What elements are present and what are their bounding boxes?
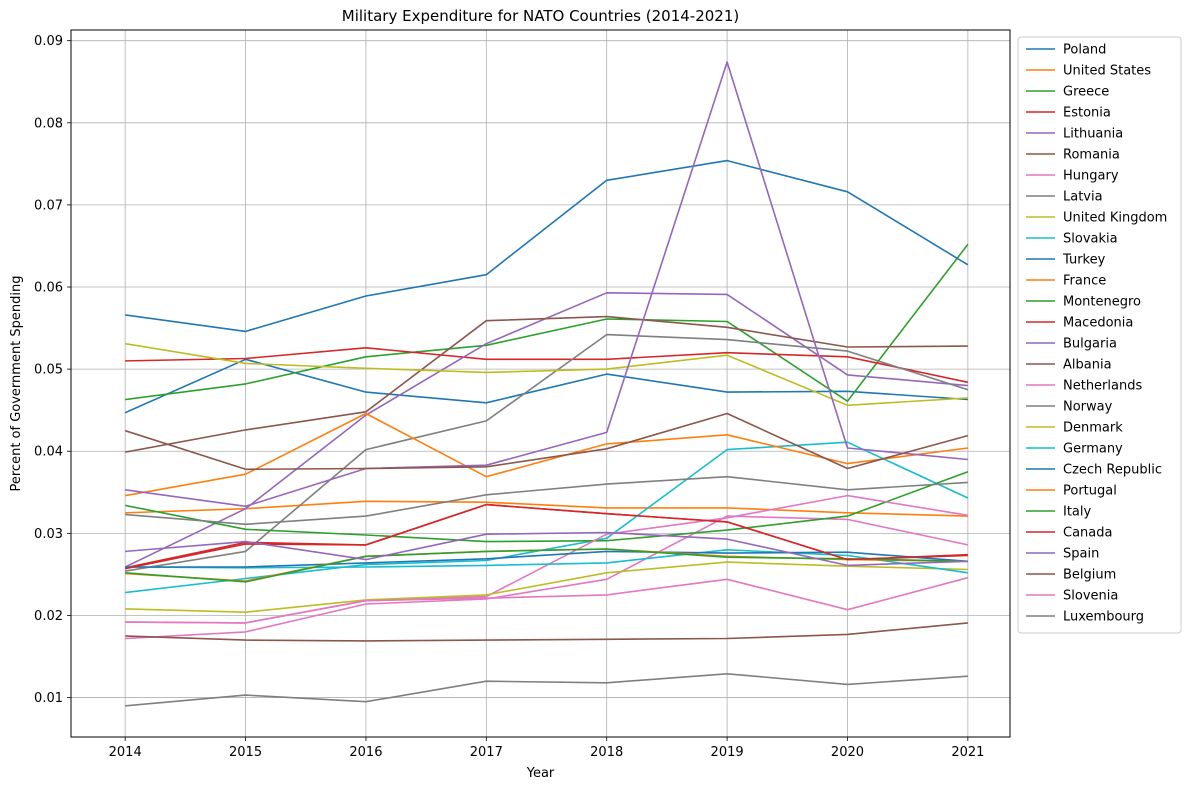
series-line-norway (125, 475, 968, 526)
x-tick-label: 2020 (831, 745, 864, 760)
x-axis-title: Year (526, 766, 555, 781)
legend-label: Latvia (1063, 190, 1103, 205)
y-tick-label: 0.01 (34, 691, 63, 706)
y-tick-label: 0.06 (34, 281, 63, 296)
series-line-united-kingdom (125, 342, 968, 407)
series-line-spain (125, 531, 968, 567)
x-tick-label: 2019 (711, 745, 744, 760)
legend-label: Norway (1063, 400, 1113, 415)
series-line-latvia (125, 333, 969, 572)
y-tick-label: 0.03 (34, 527, 63, 542)
legend-label: Turkey (1062, 253, 1106, 268)
series-line-turkey (125, 159, 969, 333)
series-line-luxembourg (125, 672, 968, 707)
plot-frame (70, 29, 1011, 738)
legend-box (1017, 36, 1182, 634)
legend-label: Denmark (1063, 421, 1123, 436)
series-line-united-states (125, 500, 968, 517)
series-line-denmark (125, 561, 968, 614)
legend-label: Slovakia (1063, 232, 1118, 247)
legend-label: Romania (1063, 148, 1120, 163)
legend-label: Montenegro (1063, 295, 1141, 310)
legend-label: United States (1063, 64, 1151, 79)
legend-label: Hungary (1063, 169, 1119, 184)
legend-label: Spain (1063, 547, 1099, 562)
series-line-italy (125, 548, 968, 583)
series-line-romania (125, 315, 968, 453)
legend-label: Slovenia (1063, 589, 1118, 604)
legend-label: Germany (1063, 442, 1123, 457)
x-axis-ticks: 2014 2015 2016 2017 2018 2019 2020 2021 (109, 737, 984, 760)
legend-label: Albania (1063, 358, 1112, 373)
legend-label: Estonia (1063, 106, 1111, 121)
x-tick-label: 2018 (590, 745, 623, 760)
y-tick-label: 0.09 (34, 34, 63, 49)
y-tick-label: 0.07 (34, 198, 63, 213)
series-lines (124, 61, 969, 707)
x-tick-label: 2016 (349, 745, 382, 760)
x-tick-label: 2014 (109, 745, 142, 760)
y-axis-ticks: 0.01 0.02 0.03 0.04 0.05 0.06 0.07 0.08 0.09 (34, 34, 71, 706)
chart-title: Military Expenditure for NATO Countries … (342, 7, 739, 25)
series-line-albania (124, 412, 969, 471)
series-line-germany (125, 548, 969, 574)
legend-label: Italy (1063, 505, 1092, 520)
grid (71, 30, 1010, 737)
legend-label: Belgium (1063, 568, 1116, 583)
series-line-estonia (125, 346, 969, 384)
legend-label: Bulgaria (1063, 337, 1117, 352)
series-line-belgium (125, 622, 968, 642)
series-line-slovenia (125, 576, 969, 624)
legend-label: Netherlands (1063, 379, 1142, 394)
series-line-montenegro (125, 471, 969, 543)
legend-label: Luxembourg (1063, 610, 1144, 625)
legend-label: Portugal (1063, 484, 1117, 499)
legend-label: Macedonia (1063, 316, 1133, 331)
legend-label: Lithuania (1063, 127, 1123, 142)
x-tick-label: 2021 (951, 745, 984, 760)
legend-label: United Kingdom (1063, 211, 1167, 226)
legend: Poland United States Greece Estonia Lithuani… (1017, 36, 1182, 634)
y-tick-label: 0.05 (34, 363, 63, 378)
y-tick-label: 0.02 (34, 609, 63, 624)
y-tick-label: 0.04 (34, 445, 63, 460)
series-line-greece (125, 243, 969, 403)
y-tick-label: 0.08 (34, 116, 63, 131)
x-tick-label: 2015 (229, 745, 262, 760)
legend-label: Greece (1063, 85, 1109, 100)
x-tick-label: 2017 (470, 745, 503, 760)
y-axis-title: Percent of Government Spending (9, 275, 24, 491)
legend-label: Poland (1063, 43, 1106, 58)
legend-label: Canada (1063, 526, 1112, 541)
series-line-czech-republic (125, 550, 968, 568)
series-line-bulgaria (125, 61, 968, 508)
legend-label: Czech Republic (1063, 463, 1162, 478)
legend-label: France (1063, 274, 1106, 289)
